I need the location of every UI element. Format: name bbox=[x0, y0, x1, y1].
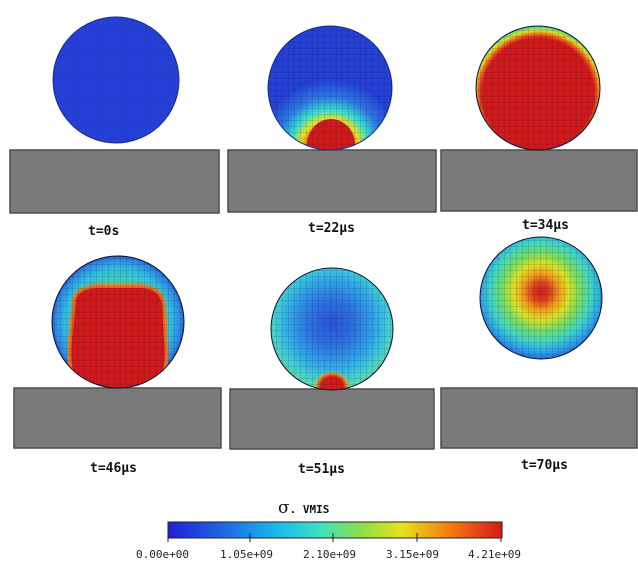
panel-t22 bbox=[227, 25, 437, 213]
projectile-sphere bbox=[475, 25, 601, 151]
panel-t70 bbox=[440, 236, 638, 449]
colorbar-tick-label: 4.21e+09 bbox=[468, 548, 521, 561]
time-label-t0: t=0s bbox=[88, 224, 120, 239]
panel-t46 bbox=[13, 255, 222, 449]
substrate-block bbox=[440, 149, 638, 212]
projectile-sphere bbox=[52, 16, 180, 144]
substrate-block bbox=[229, 388, 435, 450]
colorbar-gradient bbox=[167, 521, 503, 539]
colorbar-variable: . VMIS bbox=[289, 503, 330, 516]
panel-t34 bbox=[440, 25, 638, 212]
colorbar-tick-label: 0.00e+00 bbox=[136, 548, 189, 561]
panel-t51 bbox=[229, 267, 435, 450]
time-label-t34: t=34μs bbox=[522, 218, 569, 233]
colorbar-tick-label: 2.10e+09 bbox=[303, 548, 356, 561]
colorbar-symbol: σ bbox=[278, 498, 290, 518]
time-label-t70: t=70μs bbox=[521, 458, 568, 473]
panel-t0 bbox=[9, 16, 220, 214]
colorbar bbox=[167, 521, 503, 542]
projectile-sphere bbox=[270, 267, 394, 391]
colorbar-title: σ. VMIS bbox=[278, 498, 329, 518]
substrate-block bbox=[13, 387, 222, 449]
projectile-sphere bbox=[479, 236, 603, 360]
colorbar-tick-label: 1.05e+09 bbox=[220, 548, 273, 561]
time-label-t22: t=22μs bbox=[308, 221, 355, 236]
substrate-block bbox=[9, 149, 220, 214]
colorbar-tick-label: 3.15e+09 bbox=[386, 548, 439, 561]
time-label-t46: t=46μs bbox=[90, 461, 137, 476]
substrate-block bbox=[227, 149, 437, 213]
projectile-sphere bbox=[51, 255, 185, 389]
substrate-block bbox=[440, 387, 638, 449]
time-label-t51: t=51μs bbox=[298, 462, 345, 477]
projectile-sphere bbox=[267, 25, 393, 151]
